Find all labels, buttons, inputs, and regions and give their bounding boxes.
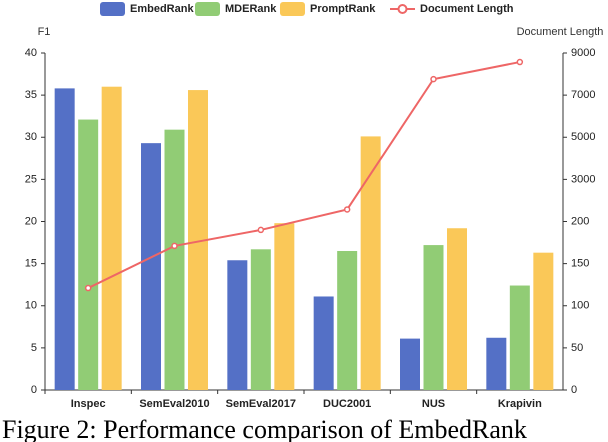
line-point — [257, 226, 265, 234]
y2-tick-label: 7000 — [571, 89, 595, 101]
y-tick-label: 25 — [25, 173, 37, 185]
legend-swatch — [195, 2, 220, 16]
legend-label: PromptRank — [310, 3, 376, 15]
line-point — [84, 284, 92, 292]
y-tick-label: 10 — [25, 300, 37, 312]
y-tick-label: 0 — [31, 384, 37, 396]
bar — [313, 296, 334, 390]
line — [87, 61, 521, 289]
bar — [274, 223, 295, 390]
y-axis-title: F1 — [38, 26, 51, 38]
x-tick-label: SemEval2010 — [139, 398, 209, 410]
bar — [78, 119, 99, 391]
x-tick-label: NUS — [422, 398, 445, 410]
bar — [360, 136, 381, 390]
legend-label: Document Length — [420, 3, 514, 15]
bar — [101, 86, 122, 390]
y-tick-label: 35 — [25, 89, 37, 101]
y-tick-label: 40 — [25, 47, 37, 59]
bar — [141, 143, 161, 390]
y2-tick-label: 9000 — [571, 47, 595, 59]
legend-swatch — [397, 4, 408, 14]
line-point — [171, 242, 178, 250]
y2-tick-label: 50 — [571, 342, 583, 354]
legend-swatch — [280, 2, 305, 16]
x-tick-label: Inspec — [71, 398, 106, 410]
bar — [400, 338, 420, 390]
x-tick-label: SemEval2017 — [226, 398, 296, 410]
bar — [250, 249, 271, 390]
x-tick-label: DUC2001 — [323, 398, 371, 410]
bar — [423, 245, 444, 390]
bar — [164, 129, 185, 391]
y-tick-label: 5 — [31, 342, 37, 354]
line-point — [343, 206, 351, 213]
y2-tick-label: 0 — [571, 384, 577, 396]
legend-label: EmbedRank — [130, 3, 194, 15]
caption: Figure 2: Performance comparison of Embe… — [2, 415, 527, 442]
y-tick-label: 20 — [25, 215, 37, 227]
bar — [337, 250, 358, 390]
legend-label: MDERank — [225, 3, 277, 15]
line-point — [516, 58, 524, 66]
bar — [54, 88, 75, 390]
legend-swatch — [100, 2, 125, 16]
bar — [227, 260, 248, 390]
line-point — [430, 75, 437, 83]
y2-tick-label: 150 — [571, 258, 589, 270]
bar — [447, 228, 467, 390]
y-tick-label: 15 — [25, 258, 37, 270]
x-tick-label: Krapivin — [498, 398, 542, 410]
y2-tick-label: 3000 — [571, 173, 595, 185]
y2-tick-label: 100 — [571, 300, 589, 312]
bar — [509, 285, 530, 390]
bar — [188, 90, 208, 390]
bar — [486, 337, 507, 390]
y2-axis-title: Document Length — [517, 26, 604, 38]
y2-tick-label: 200 — [571, 215, 589, 227]
y-tick-label: 30 — [25, 131, 37, 143]
y2-tick-label: 5000 — [571, 131, 595, 143]
bar — [533, 252, 554, 390]
